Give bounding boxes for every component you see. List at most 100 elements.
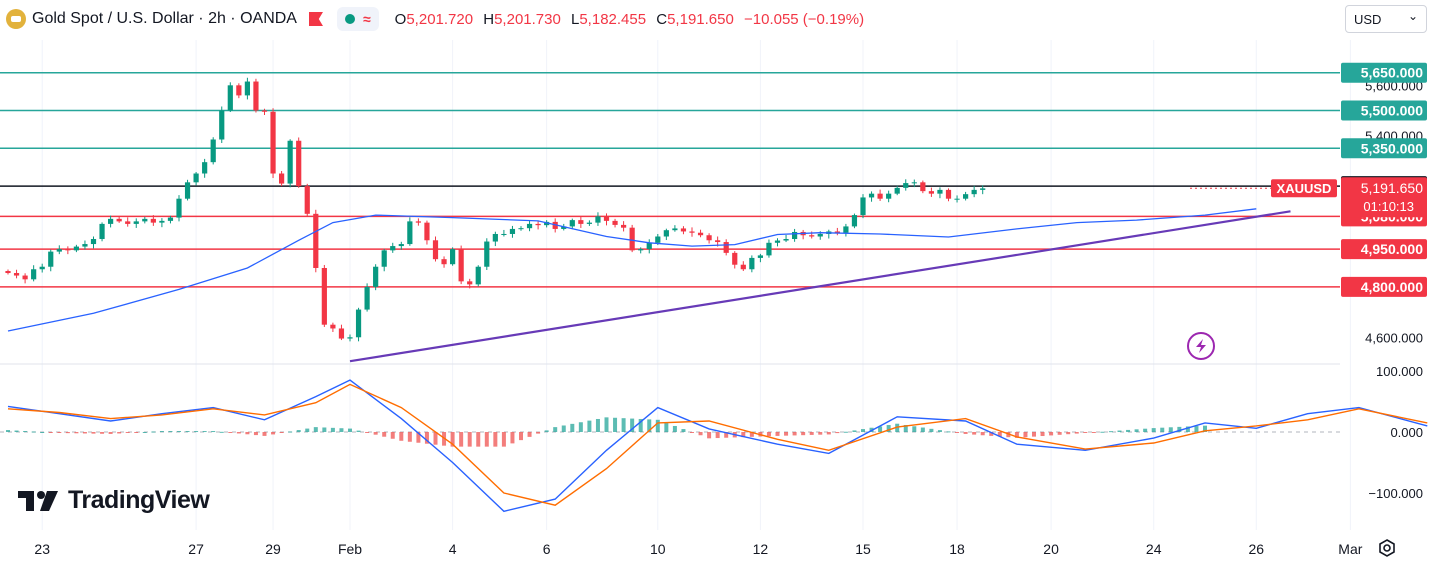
level-label-bg	[1341, 239, 1427, 260]
candle-body	[715, 240, 721, 243]
histogram-bar	[484, 432, 489, 447]
level-label: 4,800.000	[1361, 279, 1423, 295]
candle-body	[407, 221, 413, 245]
histogram-bar	[339, 428, 344, 432]
candle-body	[202, 162, 208, 174]
histogram-bar	[31, 431, 36, 433]
histogram-bar	[861, 429, 865, 432]
candle-body	[689, 231, 695, 233]
time-tick-label: 10	[650, 541, 666, 557]
candle-body	[475, 266, 481, 285]
histogram-bar	[929, 428, 934, 432]
histogram-bar	[690, 432, 694, 433]
histogram-bar	[322, 427, 327, 432]
candle-body	[48, 251, 54, 267]
histogram-bar	[1151, 428, 1156, 432]
candlesticks	[5, 77, 986, 342]
candle-body	[928, 191, 934, 194]
candle-body	[73, 246, 79, 251]
histogram-bar	[23, 431, 28, 433]
histogram-bar	[373, 432, 378, 435]
candle-body	[270, 111, 276, 174]
histogram-bar	[271, 432, 276, 435]
histogram-bar	[544, 430, 549, 432]
histogram-bar	[48, 432, 53, 433]
candle-body	[894, 187, 900, 194]
osc-tick-label: 0.000	[1390, 425, 1423, 440]
settings-gear-icon[interactable]	[1377, 538, 1397, 558]
histogram-bar	[330, 427, 335, 432]
horizontal-levels	[0, 71, 1340, 288]
histogram-bar	[903, 424, 908, 432]
histogram-bar	[390, 432, 395, 439]
open-value: 5,201.720	[406, 10, 474, 28]
histogram-bar	[852, 430, 857, 432]
candle-body	[920, 182, 926, 192]
histogram-bar	[1108, 431, 1113, 433]
histogram-bar	[14, 430, 19, 432]
candle-body	[561, 226, 567, 229]
histogram-bar	[228, 432, 233, 433]
candle-body	[663, 230, 669, 237]
histogram-bar	[151, 431, 156, 433]
histogram-bar	[587, 420, 592, 432]
status-pill[interactable]: ≈	[336, 7, 379, 31]
oscillator-pane	[6, 379, 1428, 513]
candle-body	[851, 215, 858, 227]
histogram-bar	[972, 432, 977, 435]
histogram-bar	[348, 428, 352, 432]
candle-body	[971, 189, 977, 195]
candle-body	[509, 228, 516, 234]
histogram-bar	[1049, 432, 1054, 436]
histogram-bar	[775, 432, 780, 436]
histogram-bar	[1032, 432, 1036, 437]
level-label-bg	[1341, 100, 1427, 121]
histogram-bar	[715, 432, 720, 439]
candle-body	[980, 188, 986, 190]
histogram-bar	[792, 432, 797, 436]
candle-body	[39, 266, 45, 270]
candle-body	[236, 85, 242, 96]
candle-body	[13, 273, 20, 276]
histogram-bar	[1134, 429, 1139, 432]
histogram-bar	[91, 432, 96, 434]
histogram-bar	[630, 418, 635, 432]
candle-body	[398, 244, 404, 247]
histogram-bar	[955, 432, 960, 433]
histogram-bar	[40, 432, 45, 433]
histogram-bar	[399, 432, 404, 441]
histogram-bar	[476, 432, 481, 447]
candle-body	[740, 264, 746, 270]
candle-body	[355, 309, 362, 338]
time-tick-label: 12	[753, 541, 769, 557]
symbol-header: Gold Spot / U.S. Dollar · 2h · OANDA ≈ O…	[6, 6, 864, 32]
candle-body	[484, 241, 490, 267]
histogram-bar	[433, 432, 438, 445]
histogram-bar	[168, 431, 173, 433]
currency-select[interactable]: USD ⌄	[1345, 5, 1427, 33]
histogram-bar	[1117, 430, 1122, 432]
candle-body	[90, 239, 97, 245]
symbol-title[interactable]: Gold Spot / U.S. Dollar · 2h · OANDA	[32, 10, 297, 27]
candle-body	[142, 218, 148, 222]
histogram-bar	[194, 431, 199, 433]
histogram-bar	[1168, 427, 1173, 432]
histogram-bar	[288, 431, 293, 433]
chevron-down-icon: ⌄	[1407, 9, 1418, 23]
candle-body	[569, 220, 575, 227]
candle-body	[261, 110, 268, 112]
lightning-icon[interactable]	[1187, 332, 1215, 360]
gold-symbol-icon	[6, 9, 26, 29]
candle-body	[458, 249, 464, 282]
histogram-bar	[561, 425, 566, 432]
histogram-bar	[886, 425, 891, 432]
candle-body	[279, 173, 285, 184]
flag-icon[interactable]	[308, 12, 323, 26]
histogram-bar	[253, 432, 258, 436]
histogram-bar	[450, 432, 455, 447]
histogram-bar	[219, 431, 224, 433]
histogram-bar	[1023, 432, 1028, 438]
candle-body	[766, 242, 772, 256]
histogram-bar	[621, 418, 626, 432]
